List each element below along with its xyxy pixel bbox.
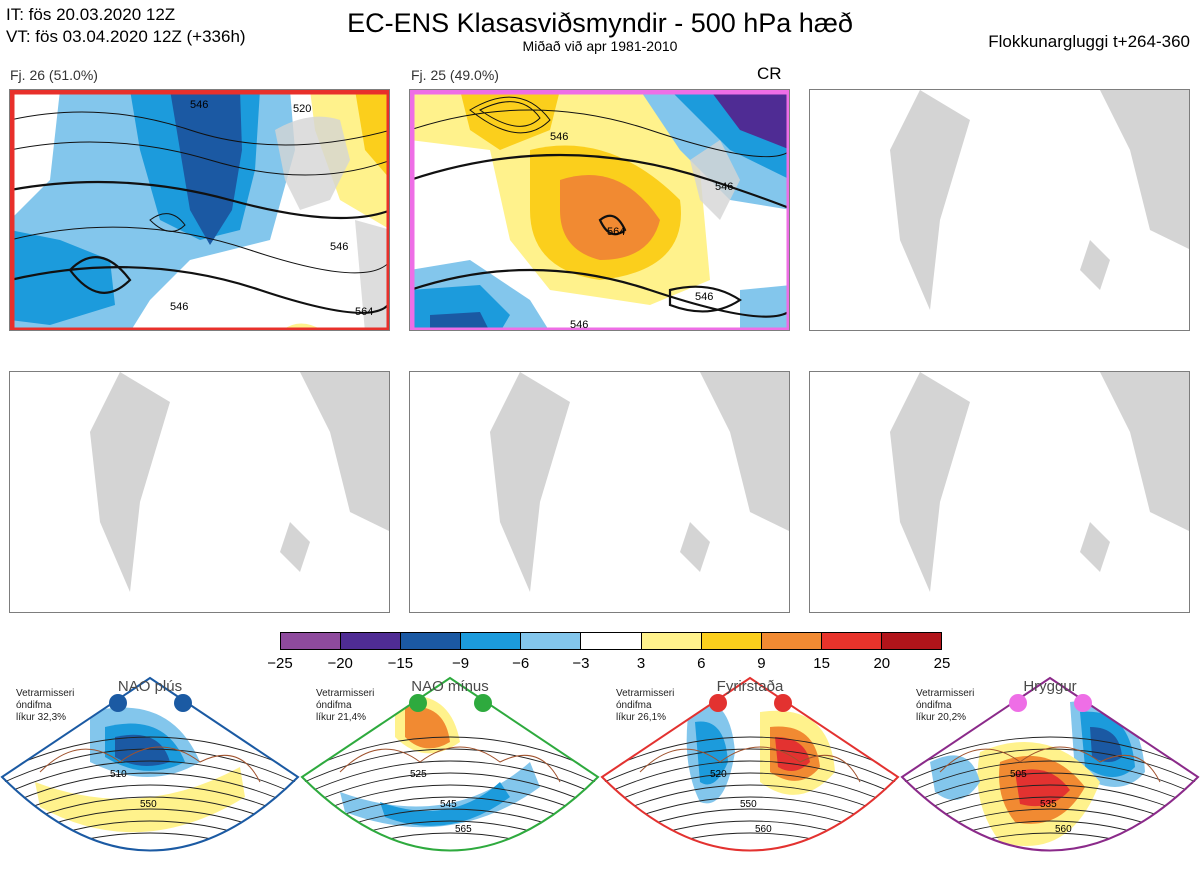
regime-name: NAO mínus [411,678,489,695]
regime-note-line: óndifma [316,700,352,711]
colorbar-swatch [881,633,942,649]
p1-contour-label-1: 520 [293,103,311,115]
regime-note-line: líkur 20,2% [916,712,967,723]
it-line: IT: fös 20.03.2020 12Z [6,5,176,24]
regime-panel: 505 535 560 Hryggur Vetrarmisseri óndifma líku… [900,672,1200,871]
colorbar-tick-label: −3 [572,655,590,672]
regime-contour-label: 545 [440,799,457,810]
colorbar-tick-label: 3 [636,655,646,672]
regime-contour-label: 550 [740,799,757,810]
p2-contour-label-5: 546 [570,319,588,331]
colorbar-swatch [461,633,522,649]
regime-note: Vetrarmisseri óndifma líkur 20,2% [916,688,974,724]
colorbar-tick-label: 15 [813,655,830,672]
colorbar-swatch [341,633,402,649]
regime-contour-label: 505 [1010,769,1027,780]
colorbar-tick-label: 6 [697,655,706,672]
colorbar-swatch [401,633,462,649]
map-panel-3[interactable] [809,89,1190,331]
map-panel-4[interactable] [9,371,390,613]
colorbar-swatch [761,633,822,649]
regime-note-line: óndifma [916,700,952,711]
regime-note-line: óndifma [616,700,652,711]
p2-contour-label-4: 546 [695,291,713,303]
header-info: IT: fös 20.03.2020 12Z VT: fös 03.04.202… [6,4,246,48]
regime-contour-label: 510 [110,769,127,780]
regime-contour-label: 560 [755,824,772,835]
regime-note-line: Vetrarmisseri [916,688,975,699]
colorbar-swatch [821,633,882,649]
colorbar-tick-label: −9 [451,655,470,672]
p2-contour-label-1: 546 [550,131,568,143]
colorbar-tick-label: −20 [327,655,353,672]
regime-contour-label: 535 [1040,799,1057,810]
colorbar-tick-label: −25 [267,655,293,672]
regime-note-line: Vetrarmisseri [616,688,675,699]
regime-note-line: líkur 21,4% [316,712,367,723]
regime-note: Vetrarmisseri óndifma líkur 26,1% [616,688,674,724]
regime-contour-label: 520 [710,769,727,780]
p2-contour-label-3: 564 [607,226,625,238]
regime-note: Vetrarmisseri óndifma líkur 21,4% [316,688,374,724]
regime-name: Fyrirstaða [716,678,784,695]
regime-note: Vetrarmisseri óndifma líkur 32,3% [16,688,74,724]
regime-panel: 520 550 560 Fyrirstaða Vetrarmisseri óndifma l… [600,672,900,871]
map-panel-5-svg [490,372,789,592]
colorbar-swatch [581,633,642,649]
regime-note-line: líkur 32,3% [16,712,67,723]
colorbar-tick-label: 25 [933,655,951,672]
map-panel-4-svg [90,372,389,592]
map-panel-3-svg [890,90,1189,310]
colorbar-swatch [521,633,582,649]
regime-contour-label: 565 [455,824,472,835]
colorbar-tick-label: 9 [757,655,766,672]
page-title: EC-ENS Klasasviðsmyndir - 500 hPa hæð [347,8,853,38]
regime-panel: 510 550 NAO plús Vetrarmisseri óndifma líkur … [0,672,300,871]
regime-note-line: líkur 26,1% [616,712,667,723]
map-panel-2-svg: 546 546 564 546 546 [410,90,789,331]
colorbar-swatch [281,633,342,649]
panel-2-label: Fj. 25 (49.0%) [411,67,499,83]
p2-contour-label-2: 546 [715,181,733,193]
regime-contour-label: 550 [140,799,157,810]
map-panel-2[interactable]: 546 546 564 546 546 [409,89,790,331]
colorbar-tick-label: −15 [387,655,414,672]
regime-panel: 525 545 565 NAO mínus Vetrarmisseri óndifma lí… [300,672,600,871]
regime-name: NAO plús [117,678,183,695]
p1-contour-label-4: 546 [170,301,188,313]
colorbar-tick-label: −6 [512,655,530,672]
p1-contour-label-5: 564 [355,306,373,318]
page-subtitle: Miðað við apr 1981-2010 [522,38,678,54]
regime-map: 510 550 [0,676,300,852]
regime-contour-label: 525 [410,769,427,780]
colorbar-tick-label: 20 [873,655,891,672]
panel-1-frame [10,90,389,330]
window-label: Flokkunargluggi t+264-360 [988,32,1190,51]
panel-1-label: Fj. 26 (51.0%) [10,67,98,83]
map-panel-1-svg: 520 546 546 546 564 [10,90,389,330]
p1-contour-label-2: 546 [190,99,208,111]
p1-contour-label-3: 546 [330,241,348,253]
regime-map: 505 535 560 [900,676,1200,852]
map-panel-1[interactable]: 520 546 546 546 564 [9,89,390,331]
regime-note-line: óndifma [16,700,52,711]
panel-2-frame [410,90,789,330]
map-panel-6-svg [890,372,1189,592]
colorbar-swatch [641,633,702,649]
vt-line: VT: fös 03.04.2020 12Z (+336h) [6,27,246,46]
colorbar-swatch [701,633,762,649]
panel-2-tag: CR [757,64,782,83]
regime-map: 520 550 560 [600,676,900,852]
regime-map: 525 545 565 [300,676,600,852]
regime-contour-label: 560 [1055,824,1072,835]
regime-note-line: Vetrarmisseri [16,688,75,699]
map-panel-5[interactable] [409,371,790,613]
regime-note-line: Vetrarmisseri [316,688,375,699]
map-panel-6[interactable] [809,371,1190,613]
regime-name: Hryggur [1023,678,1077,695]
colorbar [280,632,942,650]
